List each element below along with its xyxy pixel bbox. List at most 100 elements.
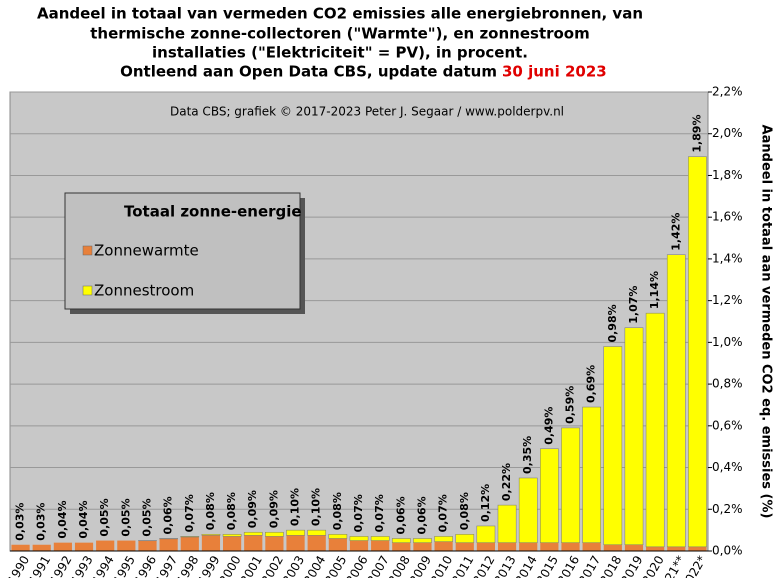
total-label: 1,07%	[627, 286, 640, 324]
bar-segment	[349, 540, 369, 551]
bar-segment	[180, 537, 199, 551]
y-axis-label: Aandeel in totaal aan vermeden CO2 eq. e…	[759, 125, 774, 519]
bar-segment	[11, 544, 30, 551]
bar-segment	[518, 477, 538, 543]
bar-segment	[688, 156, 707, 548]
bar-segment	[243, 531, 263, 536]
bar-segment	[667, 546, 686, 551]
total-label: 0,06%	[394, 496, 407, 534]
total-label: 0,09%	[246, 490, 259, 528]
bar-segment	[328, 538, 347, 551]
chart-title: Aandeel in totaal van vermeden CO2 emiss…	[37, 5, 643, 23]
y-tick-label: 0,6%	[712, 418, 743, 432]
total-label: 0,10%	[310, 488, 323, 526]
legend-swatch	[82, 245, 93, 256]
total-label: 0,09%	[267, 490, 280, 528]
bar-segment	[392, 542, 411, 551]
bar-segment	[32, 544, 51, 551]
bar-segment	[222, 536, 242, 551]
bar-segment	[413, 542, 432, 551]
chart-title: thermische zonne-collectoren ("Warmte"),…	[90, 25, 590, 43]
bar-segment	[455, 534, 475, 543]
total-label: 0,07%	[183, 494, 196, 532]
bar-segment	[645, 312, 665, 548]
bar-segment	[96, 540, 115, 551]
chart-title: Ontleend aan Open Data CBS, update datum	[120, 63, 497, 81]
bar-segment	[582, 542, 601, 551]
total-label: 0,06%	[415, 496, 428, 534]
bar-segment	[370, 536, 390, 541]
legend-label: Zonnewarmte	[94, 242, 199, 260]
total-label: 0,04%	[77, 500, 90, 538]
total-label: 0,07%	[437, 494, 450, 532]
bar-segment	[138, 540, 157, 551]
legend	[64, 192, 301, 310]
chart-title: installaties ("Elektriciteit" = PV), in …	[152, 44, 528, 62]
y-tick-label: 2,0%	[712, 126, 743, 140]
bar-segment	[201, 534, 221, 536]
total-label: 0,59%	[564, 386, 577, 424]
bar-segment	[624, 544, 644, 551]
total-label: 0,05%	[140, 498, 153, 536]
bar-segment	[561, 542, 580, 551]
bar-segment	[455, 542, 474, 551]
bar-segment	[582, 406, 602, 543]
total-label: 0,08%	[204, 492, 217, 530]
bar-segment	[307, 529, 327, 536]
y-tick-label: 2,2%	[712, 85, 743, 99]
bar-segment	[391, 538, 411, 543]
bar-segment	[349, 536, 369, 541]
legend-label: Zonnestroom	[94, 282, 194, 300]
total-label: 0,08%	[331, 492, 344, 530]
total-label: 0,12%	[479, 484, 492, 522]
bar-segment	[603, 544, 622, 551]
bar-segment	[540, 542, 559, 551]
bar-segment	[413, 538, 432, 543]
bar-segment	[222, 534, 242, 537]
bar-segment	[646, 546, 665, 551]
total-label: 1,89%	[690, 115, 703, 153]
bar-segment	[519, 542, 538, 551]
bar-segment	[603, 346, 623, 545]
total-label: 0,07%	[373, 494, 386, 532]
bar-segment	[307, 535, 326, 551]
subtitle: Data CBS; grafiek © 2017-2023 Peter J. S…	[170, 105, 564, 119]
total-label: 0,98%	[606, 304, 619, 342]
bar-segment	[286, 535, 305, 551]
total-label: 0,69%	[585, 365, 598, 403]
bar-segment	[497, 542, 517, 551]
legend-swatch	[82, 285, 93, 296]
bar-segment	[476, 542, 496, 551]
total-label: 1,14%	[648, 271, 661, 309]
title-date: 30 juni 2023	[502, 63, 607, 81]
total-label: 0,49%	[542, 407, 555, 445]
y-tick-label: 1,0%	[712, 335, 743, 349]
bar-segment	[434, 536, 453, 542]
bar-segment	[201, 535, 221, 551]
y-tick-label: 0,4%	[712, 460, 743, 474]
y-tick-label: 0,2%	[712, 502, 743, 516]
bar-segment	[624, 327, 644, 545]
bar-segment	[666, 254, 686, 548]
y-tick-label: 1,6%	[712, 210, 743, 224]
legend-title: Totaal zonne-energie	[124, 203, 302, 221]
bar-segment	[265, 531, 284, 537]
bar-segment	[434, 541, 453, 551]
bar-segment	[561, 427, 580, 543]
plot-area	[9, 91, 709, 552]
total-label: 0,03%	[14, 503, 27, 541]
total-label: 0,05%	[98, 498, 111, 536]
bar-segment	[286, 529, 305, 536]
bar-segment	[159, 538, 178, 551]
bar-segment	[371, 540, 390, 551]
total-label: 0,05%	[119, 498, 132, 536]
bar-segment	[265, 536, 284, 551]
total-label: 0,07%	[352, 494, 365, 532]
bar-segment	[74, 542, 94, 551]
total-label: 0,04%	[56, 500, 69, 538]
total-label: 0,06%	[162, 496, 175, 534]
total-label: 0,08%	[458, 492, 471, 530]
bar-segment	[497, 504, 517, 543]
total-label: 0,35%	[521, 436, 534, 474]
